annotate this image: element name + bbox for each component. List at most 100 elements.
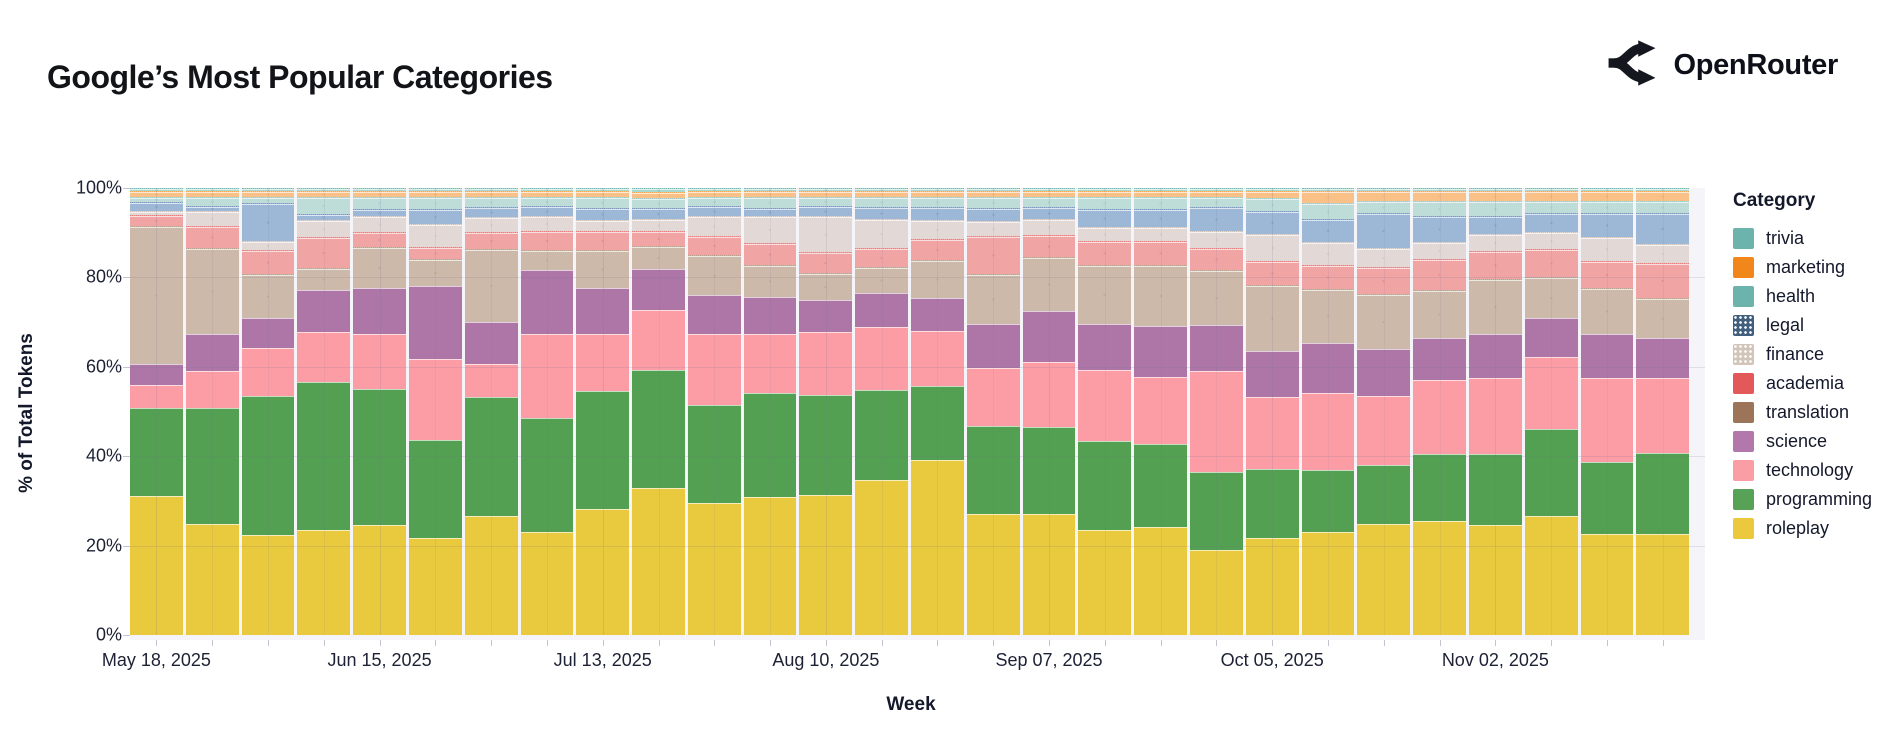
bar-segment-health [1636,200,1690,214]
bar-segment-technology [1134,376,1188,444]
bar-segment-roleplay [687,502,741,635]
bar-segment-science [1468,333,1522,378]
bar-segment-science [576,288,630,334]
bar-segment-technology [1636,378,1690,454]
legend: Category trivia marketing health legal finan… [1733,190,1878,547]
bar-segment-technology [130,385,183,408]
bar-segment-translation [185,248,239,335]
bar-segment-translation [520,249,574,271]
bar-segment-trivia [297,188,351,192]
bar-segment-programming [520,418,574,532]
legend-item-roleplay[interactable]: roleplay [1733,518,1878,539]
x-tick [1104,640,1106,646]
x-tick [1662,640,1664,646]
bar-segment-technology [241,348,295,397]
x-tick [825,640,827,646]
bar-segment-technology [464,364,518,398]
legend-item-trivia[interactable]: trivia [1733,228,1878,249]
bar-segment-programming [241,396,295,536]
bar-segment-marketing [185,191,239,197]
x-tick [993,640,995,646]
bar-segment-roleplay [911,459,964,635]
bar-segment-finance [1580,237,1634,261]
bar-segment-legal [1190,207,1243,232]
bar-segment-programming [1078,441,1132,530]
bar-week-may-25 [185,188,239,636]
bar-segment-health [520,196,574,206]
bar-segment-health [464,196,518,208]
bar-segment-legal [687,206,741,216]
y-tick-label: 80% [85,266,122,287]
bar-segment-trivia [520,188,574,192]
bar-segment-health [1190,197,1243,208]
x-tick [1383,640,1385,646]
bar-segment-technology [1022,362,1076,427]
bar-segment-programming [799,395,853,496]
legend-item-programming[interactable]: programming [1733,489,1878,510]
x-tick [546,640,548,646]
bar-segment-marketing [408,191,462,197]
bar-week-aug-24 [911,188,964,635]
x-tick [267,640,269,646]
bar-week-jul-27 [687,188,741,635]
legend-item-marketing[interactable]: marketing [1733,257,1878,278]
bar-segment-marketing [1468,191,1522,201]
bar-week-oct-12 [1301,188,1355,635]
bar-segment-health [632,197,685,209]
legend-item-science[interactable]: science [1733,431,1878,452]
bar-segment-finance [1245,233,1299,261]
bar-segment-finance [1022,219,1076,235]
bar-segment-academia [1524,249,1578,278]
legend-item-legal[interactable]: legal [1733,315,1878,336]
legend-item-translation[interactable]: translation [1733,402,1878,423]
bar-week-jun-22 [408,188,462,636]
bar-segment-translation [1636,297,1690,338]
bar-segment-academia [130,214,183,226]
bar-segment-programming [1301,469,1355,532]
bar-segment-trivia [966,188,1020,192]
bar-segment-finance [576,220,630,232]
bar-segment-academia [1245,260,1299,285]
bar-segment-trivia [799,188,853,192]
bar-segment-health [1022,197,1076,207]
legend-item-finance[interactable]: finance [1733,344,1878,365]
bar-segment-science [799,299,853,332]
bar-segment-academia [1636,262,1690,298]
bar-segment-health [185,197,239,207]
programming-swatch [1733,489,1754,510]
x-tick [770,640,772,646]
bar-segment-programming [1524,429,1578,517]
x-tick [1439,640,1441,646]
bar-segment-marketing [1190,191,1243,198]
bar-segment-programming [130,407,183,496]
bar-segment-legal [1580,213,1634,238]
bar-segment-technology [297,331,351,382]
bar-segment-health [1413,200,1466,217]
bar-segment-translation [1413,289,1466,339]
legal-swatch [1733,315,1754,336]
x-tick [1216,640,1218,646]
bar-segment-programming [1245,468,1299,538]
bar-segment-technology [799,331,853,396]
bar-segment-trivia [1190,188,1243,192]
bar-segment-legal [966,208,1020,221]
legend-item-technology[interactable]: technology [1733,460,1878,481]
legend-label: technology [1766,460,1854,480]
bar-segment-technology [966,368,1020,426]
bar-segment-marketing [353,191,406,197]
bar-segment-roleplay [1468,525,1522,635]
bar-segment-trivia [1022,188,1076,192]
legend-item-academia[interactable]: academia [1733,373,1878,394]
legend-item-health[interactable]: health [1733,286,1878,307]
bar-week-oct-05 [1245,188,1299,636]
bar-segment-programming [1134,443,1188,527]
bar-week-nov-16 [1580,188,1634,635]
bar-segment-programming [464,397,518,516]
bar-segment-legal [297,214,351,221]
bar-segment-academia [1580,260,1634,288]
bar-segment-marketing [1636,191,1690,201]
y-tick-label: 0% [95,624,122,645]
bar-segment-science [1524,318,1578,358]
bar-segment-finance [1190,231,1243,249]
